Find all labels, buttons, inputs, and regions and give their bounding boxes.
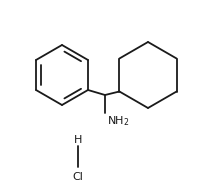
Text: Cl: Cl [73, 172, 83, 182]
Text: NH$_2$: NH$_2$ [107, 114, 129, 128]
Text: H: H [74, 135, 82, 145]
